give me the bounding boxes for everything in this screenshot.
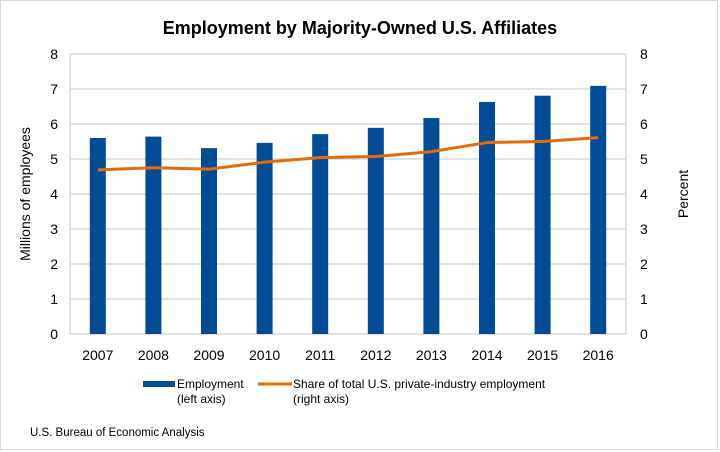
y2-tick-label: 7 [640, 81, 648, 97]
y-tick-label: 1 [50, 291, 58, 307]
bar-employment-2013 [423, 118, 440, 334]
x-tick-label: 2015 [527, 347, 558, 363]
y-axis-label: Millions of employees [17, 127, 33, 261]
y2-tick-label: 5 [640, 151, 648, 167]
y2-tick-label: 3 [640, 221, 648, 237]
chart-title: Employment by Majority-Owned U.S. Affili… [163, 18, 557, 38]
x-tick-label: 2016 [583, 347, 614, 363]
y-tick-label: 4 [50, 186, 58, 202]
bar-employment-2010 [256, 142, 273, 334]
x-tick-label: 2013 [416, 347, 447, 363]
y2-tick-label: 2 [640, 256, 648, 272]
y2-tick-label: 8 [640, 46, 648, 62]
y2-axis-label: Percent [675, 170, 691, 218]
legend-label-share: Share of total U.S. private-industry emp… [293, 377, 546, 391]
bar-employment-2012 [367, 127, 384, 334]
x-tick-label: 2007 [82, 347, 113, 363]
y-tick-label: 3 [50, 221, 58, 237]
y-tick-label: 2 [50, 256, 58, 272]
legend: Employment (left axis) Share of total U.… [143, 377, 546, 406]
source-note: U.S. Bureau of Economic Analysis [30, 427, 205, 439]
y-tick-label: 5 [50, 151, 58, 167]
legend-swatch-employment [143, 381, 175, 387]
y2-tick-label: 4 [640, 186, 648, 202]
bar-employment-2015 [534, 95, 551, 335]
legend-label-employment: Employment [177, 377, 244, 391]
bar-employment-2007 [89, 138, 106, 334]
y-tick-label: 0 [50, 326, 58, 342]
y2-tick-label: 1 [640, 291, 648, 307]
bar-employment-2016 [590, 85, 607, 334]
legend-label-share-axis: (right axis) [293, 392, 349, 406]
y2-tick-label: 6 [640, 116, 648, 132]
x-tick-label: 2009 [193, 347, 224, 363]
x-tick-label: 2010 [249, 347, 280, 363]
y2-tick-label: 0 [640, 326, 648, 342]
y-tick-label: 8 [50, 46, 58, 62]
bar-employment-2014 [479, 101, 495, 334]
bar-employment-2008 [145, 136, 162, 334]
x-tick-label: 2014 [471, 347, 502, 363]
x-tick-label: 2008 [138, 347, 169, 363]
y-tick-label: 6 [50, 116, 58, 132]
y-tick-label: 7 [50, 81, 58, 97]
x-tick-label: 2011 [305, 347, 335, 363]
bar-employment-2009 [201, 148, 217, 334]
legend-label-employment-axis: (left axis) [177, 392, 226, 406]
bar-employment-2011 [312, 134, 329, 334]
x-tick-label: 2012 [360, 347, 391, 363]
line-share [97, 136, 599, 172]
